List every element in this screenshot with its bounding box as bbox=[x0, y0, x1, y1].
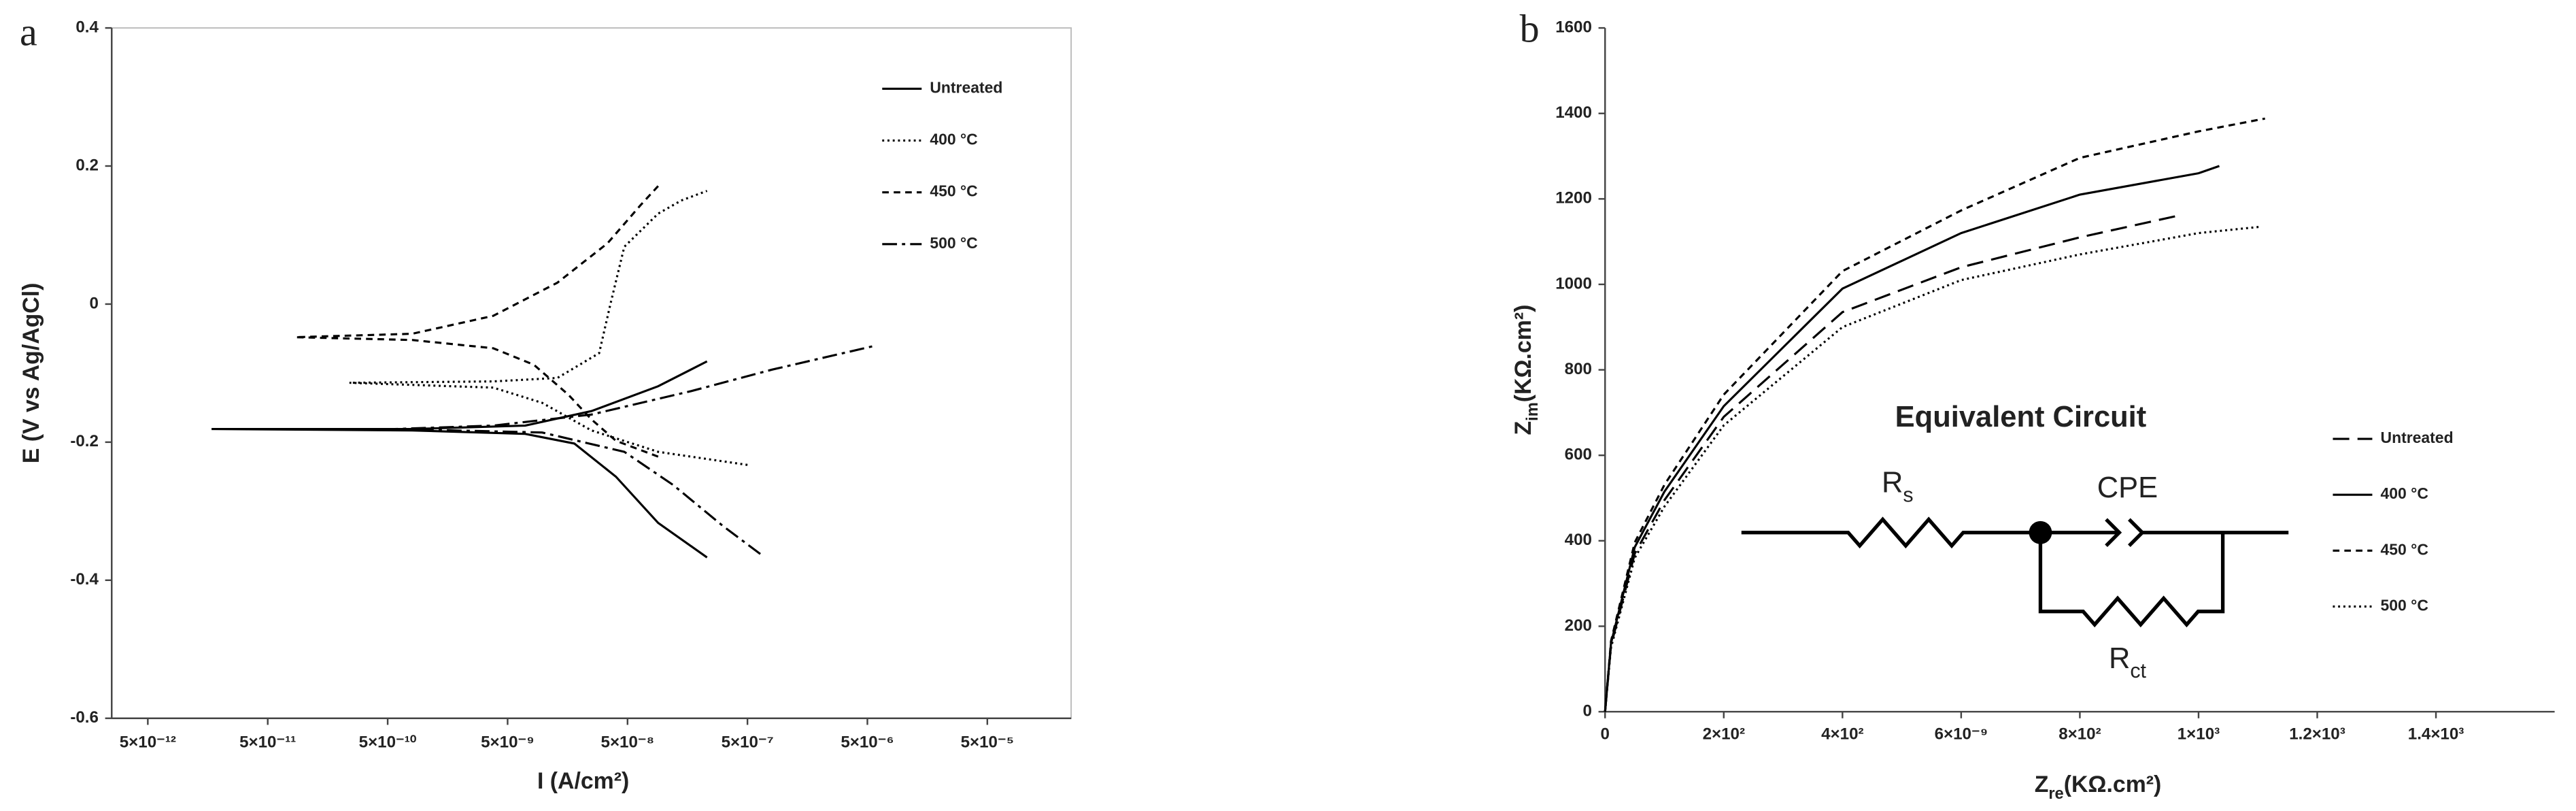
y-tick-label: 1400 bbox=[1555, 103, 1592, 122]
x-tick-label: 5×10⁻⁷ bbox=[722, 733, 774, 751]
y-tick-label: 0.2 bbox=[75, 156, 99, 174]
x-tick-label: 8×10² bbox=[2058, 725, 2101, 743]
panel-letter: a bbox=[20, 10, 37, 54]
x-tick-label: 2×10² bbox=[1703, 725, 1745, 743]
legend-label: 400 °C bbox=[930, 131, 977, 148]
annotation-text: R bbox=[1882, 467, 1903, 499]
annotation: Rct bbox=[2109, 643, 2147, 683]
series-line bbox=[295, 185, 659, 458]
legend-label: Untreated bbox=[930, 79, 1002, 97]
axis-label: Zre(KΩ.cm²) bbox=[2035, 772, 2162, 803]
y-tick-label: -0.2 bbox=[70, 432, 99, 450]
legend-label: 450 °C bbox=[2381, 540, 2428, 558]
annotation-sub: ct bbox=[2130, 659, 2146, 682]
x-tick-label: 1.4×10³ bbox=[2408, 725, 2464, 743]
axis-label: E (V vs Ag/AgCl) bbox=[18, 283, 44, 464]
y-tick-label: 1200 bbox=[1555, 189, 1592, 208]
y-tick-label: 200 bbox=[1565, 616, 1592, 635]
legend-label: Untreated bbox=[2381, 429, 2454, 446]
y-tick-label: 600 bbox=[1565, 446, 1592, 464]
label-sub: im bbox=[1524, 402, 1542, 421]
legend-label: 500 °C bbox=[930, 234, 977, 252]
legend-label: 400 °C bbox=[2381, 484, 2428, 502]
series-line bbox=[349, 190, 748, 466]
label-base: Z bbox=[1510, 421, 1536, 435]
label-unit: (KΩ.cm²) bbox=[2064, 772, 2162, 797]
x-tick-label: 4×10² bbox=[1821, 725, 1863, 743]
label-unit: (KΩ.cm²) bbox=[1510, 305, 1536, 403]
x-tick-label: 1.2×10³ bbox=[2289, 725, 2345, 743]
legend-label: 500 °C bbox=[2381, 597, 2428, 614]
axis-label: I (A/cm²) bbox=[537, 768, 629, 794]
annotation-text: Equivalent Circuit bbox=[1895, 401, 2147, 434]
y-tick-label: 0.4 bbox=[75, 18, 99, 36]
circuit-node bbox=[2029, 520, 2052, 544]
y-tick-label: -0.4 bbox=[70, 570, 99, 589]
series-line bbox=[211, 360, 708, 559]
x-tick-label: 1×10³ bbox=[2177, 725, 2220, 743]
x-tick-label: 5×10⁻⁵ bbox=[961, 733, 1014, 751]
y-tick-label: 400 bbox=[1565, 531, 1592, 549]
label-base: Z bbox=[2035, 772, 2049, 797]
x-tick-label: 5×10⁻⁶ bbox=[841, 733, 894, 751]
annotation: Rs bbox=[1882, 467, 1914, 507]
annotation-text: R bbox=[2109, 643, 2130, 676]
x-tick-label: 5×10⁻¹¹ bbox=[239, 733, 296, 751]
annotation: Equivalent Circuit bbox=[1895, 401, 2147, 434]
x-tick-label: 5×10⁻⁹ bbox=[481, 733, 535, 751]
annotation-text: CPE bbox=[2097, 471, 2158, 504]
y-tick-label: 0 bbox=[1582, 701, 1591, 720]
circuit-cpe bbox=[2105, 518, 2122, 547]
y-tick-label: 800 bbox=[1565, 360, 1592, 378]
circuit-cpe bbox=[2128, 518, 2145, 547]
plot-frame bbox=[111, 27, 1072, 719]
series-line bbox=[1604, 165, 2220, 712]
series-line bbox=[1604, 225, 2262, 712]
label-sub: re bbox=[2048, 785, 2063, 803]
series-line bbox=[1604, 214, 2177, 712]
y-tick-label: 0 bbox=[90, 294, 99, 312]
y-tick-label: 1000 bbox=[1555, 274, 1592, 293]
x-tick-label: 5×10⁻⁸ bbox=[601, 733, 655, 751]
x-tick-label: 5×10⁻¹² bbox=[120, 733, 176, 751]
circuit-wire bbox=[2038, 532, 2225, 628]
x-tick-label: 0 bbox=[1601, 725, 1610, 743]
axis-label: Zim(KΩ.cm²) bbox=[1510, 305, 1542, 435]
circuit-wire bbox=[1741, 516, 2041, 549]
x-tick-label: 5×10⁻¹⁰ bbox=[359, 733, 417, 751]
panel-letter: b bbox=[1520, 7, 1540, 51]
annotation: CPE bbox=[2097, 471, 2158, 504]
y-tick-label: 1600 bbox=[1555, 18, 1592, 36]
legend-label: 450 °C bbox=[930, 182, 977, 200]
annotation-sub: s bbox=[1903, 484, 1913, 507]
series-line bbox=[1604, 117, 2266, 712]
x-tick-label: 6×10⁻⁹ bbox=[1935, 725, 1988, 743]
circuit-diagram bbox=[1741, 516, 2289, 628]
y-tick-label: -0.6 bbox=[70, 708, 99, 727]
series-line bbox=[394, 344, 877, 555]
